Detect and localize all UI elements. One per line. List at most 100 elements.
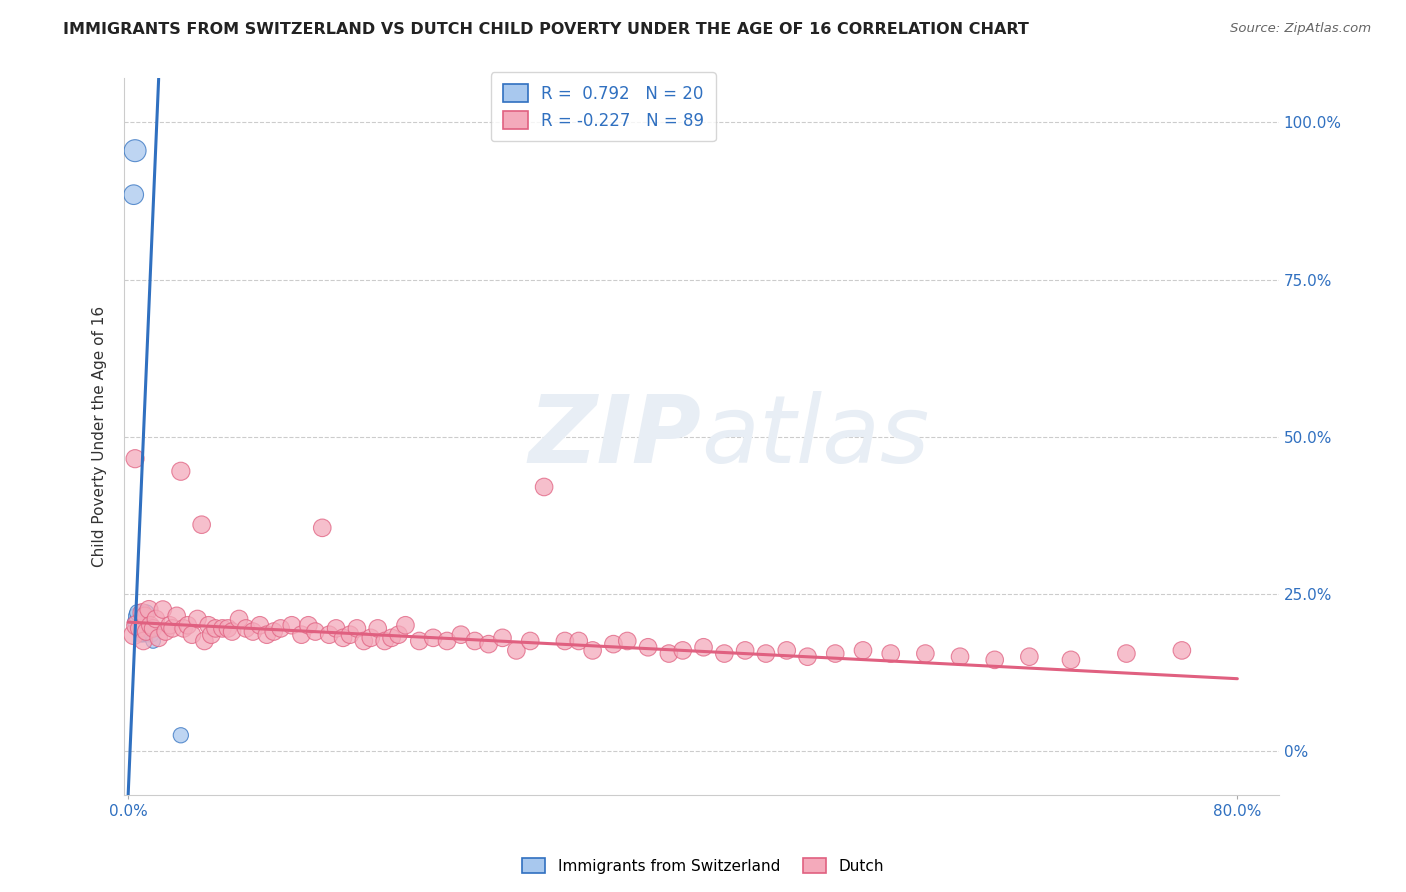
Point xyxy=(129,628,152,642)
Point xyxy=(734,643,756,657)
Point xyxy=(346,621,368,635)
Point xyxy=(519,634,541,648)
Point xyxy=(122,187,145,202)
Point xyxy=(332,631,354,645)
Point xyxy=(983,653,1005,667)
Point xyxy=(136,628,159,642)
Point xyxy=(381,631,404,645)
Point xyxy=(177,618,200,632)
Point xyxy=(554,634,576,648)
Point xyxy=(125,618,148,632)
Point xyxy=(880,647,903,661)
Point xyxy=(692,640,714,655)
Point xyxy=(193,634,215,648)
Point xyxy=(325,621,347,635)
Point xyxy=(134,612,156,626)
Point xyxy=(162,621,184,635)
Point xyxy=(1018,649,1040,664)
Point xyxy=(776,643,799,657)
Point xyxy=(166,608,188,623)
Point xyxy=(124,451,146,466)
Point xyxy=(914,647,936,661)
Point xyxy=(281,618,304,632)
Point xyxy=(173,621,195,635)
Point xyxy=(141,628,163,642)
Point xyxy=(796,649,818,664)
Point xyxy=(360,631,382,645)
Legend: Immigrants from Switzerland, Dutch: Immigrants from Switzerland, Dutch xyxy=(516,852,890,880)
Point xyxy=(311,521,333,535)
Point xyxy=(1171,643,1194,657)
Point xyxy=(142,634,165,648)
Point xyxy=(387,628,409,642)
Point xyxy=(135,606,157,620)
Text: Source: ZipAtlas.com: Source: ZipAtlas.com xyxy=(1230,22,1371,36)
Point xyxy=(122,628,145,642)
Point xyxy=(464,634,486,648)
Point xyxy=(139,624,162,639)
Point xyxy=(197,618,219,632)
Point xyxy=(228,612,250,626)
Point xyxy=(1115,647,1137,661)
Point xyxy=(1060,653,1083,667)
Point xyxy=(138,602,160,616)
Point xyxy=(127,606,149,620)
Point xyxy=(142,621,165,635)
Point xyxy=(949,649,972,664)
Point xyxy=(491,631,513,645)
Point xyxy=(290,628,312,642)
Point xyxy=(263,624,285,639)
Point xyxy=(131,618,153,632)
Point xyxy=(134,608,156,623)
Point xyxy=(138,618,160,632)
Point xyxy=(450,628,472,642)
Point xyxy=(145,612,167,626)
Point xyxy=(270,621,292,635)
Point xyxy=(190,517,212,532)
Point xyxy=(755,647,778,661)
Point xyxy=(159,618,181,632)
Point xyxy=(318,628,340,642)
Point xyxy=(152,602,174,616)
Point xyxy=(436,634,458,648)
Point xyxy=(200,628,222,642)
Point xyxy=(124,615,146,629)
Point xyxy=(139,618,162,632)
Point xyxy=(132,621,155,635)
Point xyxy=(125,608,148,623)
Point xyxy=(155,624,177,639)
Point xyxy=(672,643,695,657)
Point xyxy=(505,643,527,657)
Legend: R =  0.792   N = 20, R = -0.227   N = 89: R = 0.792 N = 20, R = -0.227 N = 89 xyxy=(491,72,716,142)
Point xyxy=(124,144,146,158)
Point xyxy=(128,621,150,635)
Point xyxy=(658,647,681,661)
Point xyxy=(204,621,226,635)
Text: IMMIGRANTS FROM SWITZERLAND VS DUTCH CHILD POVERTY UNDER THE AGE OF 16 CORRELATI: IMMIGRANTS FROM SWITZERLAND VS DUTCH CHI… xyxy=(63,22,1029,37)
Point xyxy=(170,728,193,742)
Point xyxy=(394,618,416,632)
Point xyxy=(131,621,153,635)
Point xyxy=(568,634,591,648)
Point xyxy=(637,640,659,655)
Point xyxy=(374,634,396,648)
Point xyxy=(408,634,430,648)
Point xyxy=(478,637,501,651)
Point xyxy=(852,643,875,657)
Point xyxy=(533,480,555,494)
Point xyxy=(242,624,264,639)
Point xyxy=(367,621,389,635)
Point xyxy=(128,621,150,635)
Text: ZIP: ZIP xyxy=(529,391,702,483)
Point xyxy=(602,637,624,651)
Point xyxy=(186,612,208,626)
Point xyxy=(339,628,361,642)
Point xyxy=(181,628,204,642)
Point xyxy=(824,647,846,661)
Point xyxy=(135,624,157,639)
Point xyxy=(221,624,243,639)
Point xyxy=(235,621,257,635)
Point xyxy=(143,621,166,635)
Point xyxy=(170,464,193,478)
Point xyxy=(304,624,326,639)
